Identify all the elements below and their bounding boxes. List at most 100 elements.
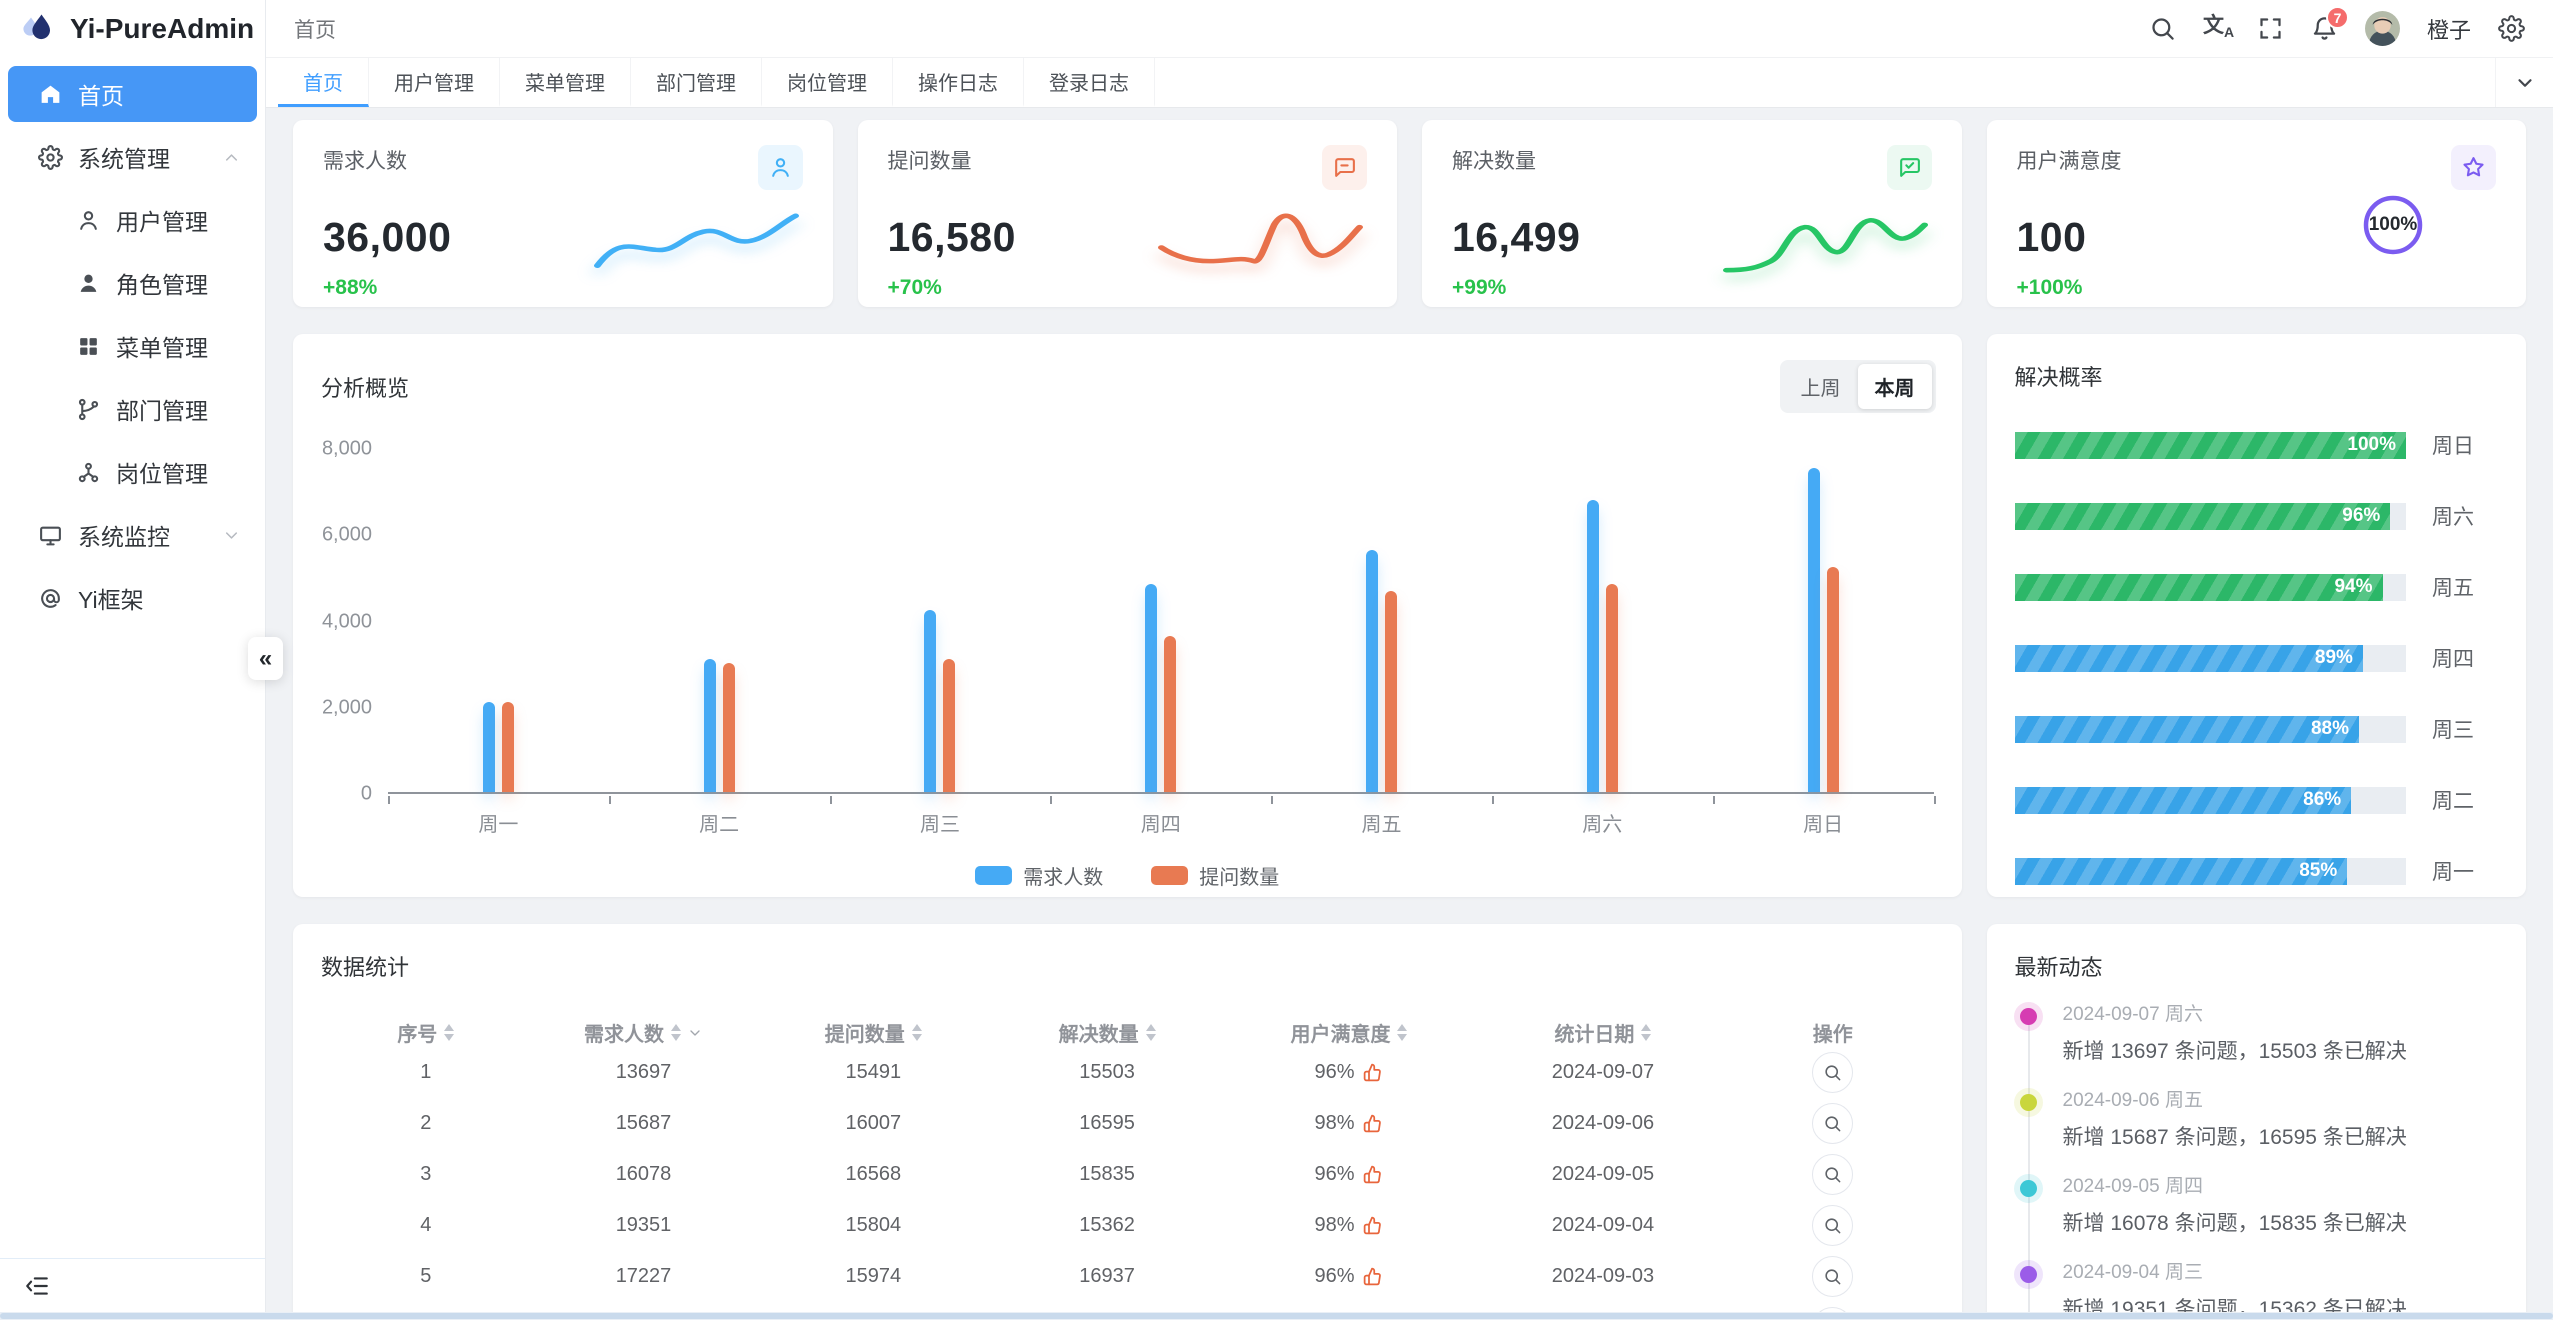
tab-操作日志[interactable]: 操作日志 (893, 58, 1024, 107)
view-row-button[interactable] (1812, 1205, 1854, 1246)
y-axis-label: 4,000 (321, 610, 372, 632)
notification-bell-icon[interactable]: 7 (2311, 6, 2349, 42)
bar-需求人数[interactable] (1586, 500, 1599, 792)
timeline-dot (2019, 1180, 2037, 1197)
stat-card-iconbox (1886, 145, 1932, 190)
scrollbar-thumb[interactable] (0, 1313, 2553, 1319)
sidebar-collapse-button[interactable]: « (248, 637, 283, 680)
column-header-解决数量[interactable]: 解决数量 (990, 1018, 1224, 1047)
satisfaction-value: 98% (1314, 1112, 1355, 1134)
sort-asc-icon[interactable] (911, 1024, 922, 1031)
column-header-需求人数[interactable]: 需求人数 (531, 1018, 757, 1047)
bar-需求人数[interactable] (703, 659, 716, 792)
sort-asc-icon[interactable] (671, 1024, 681, 1031)
bar-提问数量[interactable] (1385, 590, 1398, 792)
bar-提问数量[interactable] (943, 659, 956, 792)
tab-岗位管理[interactable]: 岗位管理 (762, 58, 893, 107)
table-cell: 16595 (1079, 1112, 1135, 1134)
tab-部门管理[interactable]: 部门管理 (631, 58, 762, 107)
column-header-用户满意度[interactable]: 用户满意度 (1224, 1018, 1474, 1047)
view-row-button[interactable] (1812, 1256, 1854, 1297)
stat-card-title: 用户满意度 (2016, 150, 2122, 173)
legend-item-提问数量[interactable]: 提问数量 (1151, 861, 1279, 890)
column-label: 用户满意度 (1290, 1024, 1391, 1046)
search-icon[interactable] (2149, 15, 2176, 42)
column-header-序号[interactable]: 序号 (321, 1018, 531, 1047)
bar-提问数量[interactable] (1164, 635, 1177, 792)
view-row-button[interactable] (1812, 1052, 1854, 1093)
sidebar-item-posts[interactable]: 岗位管理 (8, 444, 257, 500)
chart-title: 分析概览 (321, 375, 410, 401)
breadcrumb[interactable]: 首页 (294, 18, 336, 42)
sort-carets[interactable] (671, 1024, 681, 1041)
tab-首页[interactable]: 首页 (278, 58, 369, 107)
stat-card-iconbox (1322, 145, 1367, 190)
legend-item-需求人数[interactable]: 需求人数 (975, 861, 1103, 890)
last-week-toggle-button[interactable]: 上周 (1800, 378, 1841, 400)
settings-gear-icon[interactable] (2498, 15, 2525, 42)
tab-actions-dropdown[interactable] (2495, 58, 2553, 107)
sidebar-item-home[interactable]: 首页 (8, 66, 257, 122)
sidebar-item-label: 菜单管理 (116, 335, 208, 361)
stat-card-3: 解决数量 16,499 +99% (1422, 120, 1962, 307)
tab-菜单管理[interactable]: 菜单管理 (500, 58, 631, 107)
bar-提问数量[interactable] (501, 701, 514, 792)
bar-需求人数[interactable] (924, 609, 937, 792)
column-header-统计日期[interactable]: 统计日期 (1474, 1018, 1732, 1047)
bar-提问数量[interactable] (722, 663, 735, 792)
bar-需求人数[interactable] (482, 701, 495, 792)
sort-carets[interactable] (1641, 1024, 1652, 1041)
bar-group-周二 (609, 449, 830, 792)
sort-desc-icon[interactable] (1641, 1034, 1652, 1041)
stat-card-title: 需求人数 (323, 150, 407, 173)
x-axis-tick (608, 796, 611, 804)
sort-carets[interactable] (444, 1024, 455, 1041)
table-cell: 15491 (845, 1061, 902, 1083)
tab-登录日志[interactable]: 登录日志 (1024, 58, 1155, 107)
bar-group-周五 (1271, 449, 1492, 792)
sort-asc-icon[interactable] (1145, 1024, 1156, 1031)
sidebar-item-users[interactable]: 用户管理 (8, 192, 257, 248)
sidebar-item-system[interactable]: 系统管理 (8, 129, 257, 185)
sidebar-item-menus[interactable]: 菜单管理 (8, 318, 257, 374)
stat-card-iconbox (2451, 145, 2496, 190)
progress-fill: 85% (2014, 857, 2348, 885)
bar-需求人数[interactable] (1145, 584, 1158, 792)
view-row-button[interactable] (1812, 1103, 1854, 1144)
app-logo[interactable]: Yi-PureAdmin (0, 0, 265, 58)
sort-asc-icon[interactable] (1397, 1024, 1408, 1031)
sort-carets[interactable] (1145, 1024, 1156, 1041)
sidebar-item-roles[interactable]: 角色管理 (8, 255, 257, 311)
sort-desc-icon[interactable] (671, 1034, 681, 1041)
timeline-item: 2024-09-07 周六 新增 13697 条问题，15503 条已解决 (2015, 1004, 2499, 1090)
satisfaction-value: 96% (1314, 1061, 1355, 1083)
menu-fold-icon[interactable] (24, 1273, 50, 1299)
username[interactable]: 橙子 (2426, 17, 2471, 43)
table-cell: 5 (420, 1265, 432, 1287)
bar-需求人数[interactable] (1807, 468, 1820, 792)
sort-carets[interactable] (911, 1024, 922, 1041)
horizontal-scrollbar[interactable] (0, 1312, 2553, 1320)
sort-asc-icon[interactable] (444, 1024, 455, 1031)
fullscreen-icon[interactable] (2257, 15, 2284, 42)
sort-desc-icon[interactable] (1397, 1034, 1408, 1041)
x-axis-label: 周日 (1803, 814, 1844, 836)
this-week-toggle-button[interactable]: 本周 (1857, 364, 1932, 409)
sort-desc-icon[interactable] (911, 1034, 922, 1041)
sort-carets[interactable] (1397, 1024, 1408, 1041)
view-row-button[interactable] (1812, 1154, 1854, 1195)
bar-需求人数[interactable] (1366, 549, 1379, 792)
filter-chevron-icon[interactable] (687, 1025, 703, 1041)
bar-提问数量[interactable] (1605, 584, 1618, 792)
sidebar-item-depts[interactable]: 部门管理 (8, 381, 257, 437)
sort-desc-icon[interactable] (1145, 1034, 1156, 1041)
column-header-提问数量[interactable]: 提问数量 (756, 1018, 990, 1047)
tab-用户管理[interactable]: 用户管理 (369, 58, 500, 107)
sidebar-item-framework[interactable]: Yi框架 (8, 570, 257, 626)
user-avatar[interactable] (2364, 11, 2400, 46)
sidebar-item-monitor[interactable]: 系统监控 (8, 507, 257, 563)
sort-asc-icon[interactable] (1641, 1024, 1652, 1031)
bar-提问数量[interactable] (1826, 566, 1839, 792)
sort-desc-icon[interactable] (444, 1034, 455, 1041)
